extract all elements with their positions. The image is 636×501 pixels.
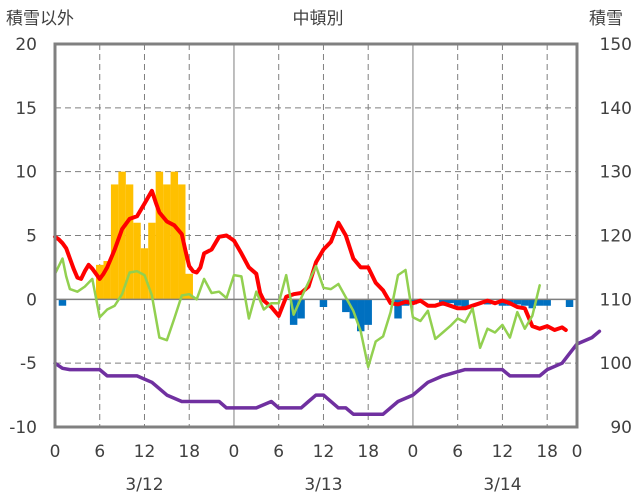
bar-negative (521, 299, 529, 306)
x-tick-label: 12 (492, 442, 514, 462)
x-tick-label: 12 (134, 442, 156, 462)
bar-positive (118, 171, 126, 300)
chart-title: 中頓別 (293, 9, 344, 29)
left-tick-label: 5 (26, 227, 37, 247)
bar-positive (110, 184, 119, 300)
x-tick-label: 6 (273, 442, 284, 462)
date-label: 3/12 (125, 475, 163, 495)
right-tick-label: 130 (600, 163, 632, 183)
left-tick-label: 15 (15, 99, 37, 119)
bar-negative (535, 299, 544, 306)
red-series-line (53, 188, 568, 332)
bar-positive (125, 184, 134, 300)
right-tick-label: 90 (610, 418, 632, 438)
bar-positive (163, 184, 171, 300)
left-axis-title: 積雪以外 (6, 9, 74, 29)
right-tick-label: 150 (600, 35, 632, 55)
bar-positive (133, 222, 141, 300)
bar-negative (453, 299, 462, 306)
date-label: 3/13 (304, 475, 342, 495)
right-tick-label: 140 (600, 99, 632, 119)
bar-positive (103, 261, 111, 300)
bar-negative (565, 299, 574, 307)
right-tick-label: 100 (600, 354, 632, 374)
x-tick-label: 18 (536, 442, 558, 462)
bar-negative (357, 299, 365, 332)
x-tick-label: 0 (572, 442, 583, 462)
bar-negative (461, 299, 469, 307)
bar-negative (528, 299, 536, 309)
bar-positive (96, 264, 104, 300)
bar-negative (319, 299, 328, 307)
bar-negative (543, 299, 551, 306)
x-tick-label: 0 (408, 442, 419, 462)
bar-positive (155, 171, 164, 300)
left-tick-label: 10 (15, 163, 37, 183)
bar-negative (58, 299, 67, 306)
left-tick-label: -10 (9, 418, 37, 438)
x-tick-label: 18 (178, 442, 200, 462)
x-tick-label: 18 (357, 442, 379, 462)
bar-positive (185, 273, 193, 300)
bar-positive (170, 171, 179, 300)
bar-negative (297, 299, 305, 319)
plot-frame (53, 42, 579, 429)
x-tick-label: 0 (50, 442, 61, 462)
bar-negative (446, 299, 454, 304)
right-axis-title: 積雪 (589, 9, 623, 29)
bar-negative (394, 299, 402, 319)
x-tick-label: 12 (313, 442, 335, 462)
x-tick-label: 0 (229, 442, 240, 462)
bar-negative (513, 299, 522, 305)
date-label: 3/14 (483, 475, 521, 495)
left-tick-label: -5 (20, 354, 37, 374)
x-tick-label: 6 (94, 442, 105, 462)
x-tick-label: 6 (452, 442, 463, 462)
right-tick-label: 110 (600, 290, 632, 310)
bar-positive (148, 222, 156, 300)
purple-series-line (53, 329, 602, 416)
green-series-line (53, 257, 541, 369)
bar-negative (364, 299, 372, 325)
right-tick-label: 120 (600, 227, 632, 247)
left-tick-label: 20 (15, 35, 37, 55)
left-tick-label: 0 (26, 290, 37, 310)
bar-negative (342, 299, 350, 313)
